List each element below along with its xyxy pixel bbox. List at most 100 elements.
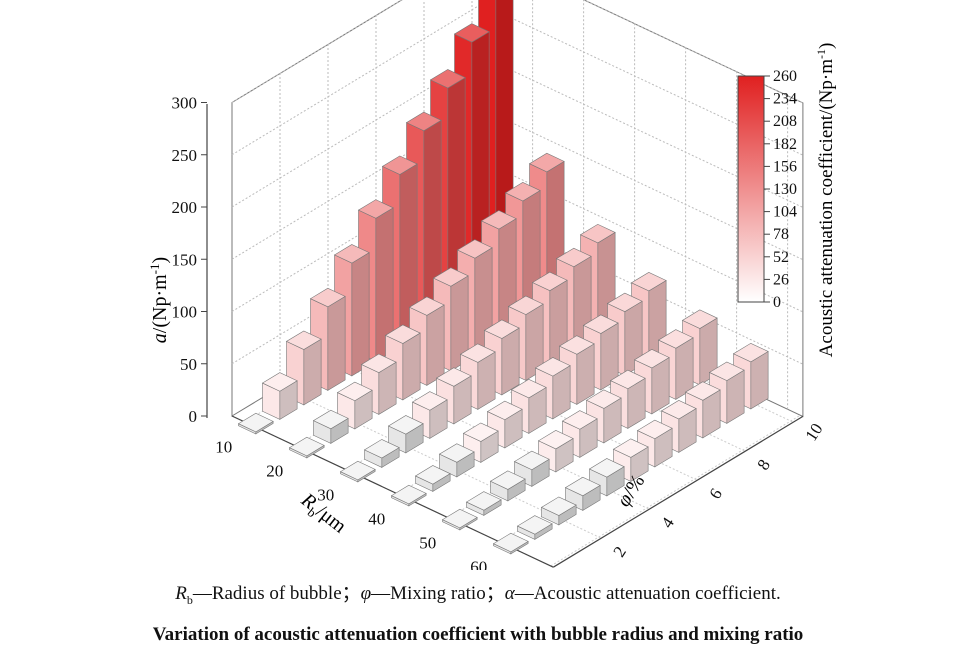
bar-3-1 <box>414 465 451 492</box>
z-axis-label: a/(Np·m-1) <box>147 257 171 343</box>
bar-face-top <box>585 389 622 409</box>
x-tick-label: 30 <box>317 485 334 504</box>
bar-face-top <box>441 508 478 529</box>
bar-face-top <box>588 458 625 478</box>
z-tick-label: 100 <box>172 303 198 322</box>
bar-5-4 <box>588 458 625 497</box>
y-tick-label: 2 <box>609 543 630 560</box>
bar-0-1 <box>261 372 298 420</box>
x-tick-label: 40 <box>368 509 385 528</box>
z-tick-label: 200 <box>172 198 198 217</box>
bar-face-top <box>516 515 553 535</box>
bar-4-2 <box>489 470 526 502</box>
bar-face-top <box>285 330 322 350</box>
bar-1-3 <box>360 353 397 415</box>
colorbar-tick-label: 0 <box>773 294 781 311</box>
bar-face-top <box>390 484 427 505</box>
bar-face-top <box>609 369 646 390</box>
bar-4-1 <box>465 491 502 516</box>
z-tick-label: 300 <box>172 94 198 113</box>
bar-3-0 <box>390 484 427 507</box>
wall-gridline <box>231 3 804 156</box>
bar-face-top <box>312 409 349 430</box>
bar-face-top <box>405 111 442 132</box>
bar-face-top <box>381 155 418 175</box>
bar-face-top <box>684 381 721 401</box>
bar-face-top <box>387 415 424 435</box>
colorbar-tick-label: 156 <box>773 158 797 175</box>
wall-gridline <box>231 160 804 313</box>
x-tick-label: 20 <box>266 461 283 480</box>
colorbar-gradient <box>737 75 765 303</box>
bar-5-0 <box>492 532 529 555</box>
colorbar: 0 26 52 78 104 130 156 182 208 234 260 <box>737 68 797 311</box>
bar-face-top <box>660 400 697 420</box>
bar-face-top <box>336 381 373 402</box>
z-tick-label: 50 <box>180 355 197 374</box>
bar-face-top <box>531 271 568 292</box>
bar-face-right <box>303 338 322 406</box>
bar-face-top <box>612 438 649 458</box>
bar-5-3 <box>564 476 601 511</box>
bar-face-top <box>540 496 577 516</box>
y-axis-line <box>552 415 804 568</box>
wall-gridline <box>231 55 804 208</box>
bar-face-top <box>489 470 526 490</box>
colorbar-tick-label: 26 <box>773 271 789 288</box>
bar-face-top <box>579 223 616 244</box>
bar-face-top <box>339 460 376 481</box>
bar-face-top <box>411 391 448 411</box>
bar-face-top <box>507 295 544 315</box>
y-tick-label: 4 <box>657 513 678 531</box>
bar-face-top <box>309 287 346 308</box>
bar-face-right <box>327 295 346 391</box>
bar-face-top <box>462 422 499 442</box>
bar-face-top <box>459 343 496 363</box>
bar-face-top <box>333 244 370 264</box>
bar-face-top <box>561 410 598 430</box>
bar-face-top <box>483 319 520 339</box>
wall-gridline <box>231 107 804 261</box>
x-tick-label: 10 <box>215 437 232 456</box>
y-tick-label: 10 <box>801 420 826 445</box>
bar-face-top <box>504 182 541 202</box>
bar-face-top <box>636 419 673 440</box>
bar-3-2 <box>438 443 475 478</box>
z-tick-label: 250 <box>172 146 198 165</box>
bar-face-top <box>528 152 565 173</box>
x-tick-label: 60 <box>470 557 487 570</box>
colorbar-tick-label: 130 <box>773 181 797 198</box>
bar-face-top <box>261 372 298 392</box>
bar-face-top <box>288 436 325 457</box>
floor-gridline <box>550 414 801 567</box>
bar3d-chart: 0 50 100 150 200 250 300 10 20 30 40 50 60 0 2 4 6 8 10 a/… <box>147 0 837 570</box>
bar-face-top <box>657 329 694 349</box>
y-tick-label: 6 <box>705 485 726 502</box>
bar-face-top <box>429 69 466 89</box>
bar-0-0 <box>237 412 274 435</box>
bar-face-top <box>534 357 571 377</box>
bar-5-2 <box>540 496 577 526</box>
bar-0-2 <box>285 330 322 406</box>
bar-face-top <box>363 439 400 459</box>
colorbar-tick-label: 208 <box>773 113 797 130</box>
colorbar-tick-label: 52 <box>773 249 789 266</box>
bar-face-top <box>510 378 547 399</box>
bar-face-right <box>351 252 370 377</box>
colorbar-tick-label: 104 <box>773 204 797 221</box>
bar-face-top <box>480 210 517 230</box>
bar-2-1 <box>363 439 400 468</box>
bar-face-top <box>438 443 475 463</box>
bar-face-right <box>426 304 445 386</box>
bar-face-top <box>630 271 667 292</box>
colorbar-tick-label: 78 <box>773 226 789 243</box>
bar-group <box>237 0 769 555</box>
bar-face-top <box>513 450 550 471</box>
bar-face-top <box>633 349 670 369</box>
bar-face-top <box>408 296 445 316</box>
z-tick-label: 150 <box>172 250 198 269</box>
bar-face-top <box>432 267 469 287</box>
colorbar-tick-label: 182 <box>773 136 797 153</box>
y-tick-label: 8 <box>753 456 774 473</box>
bar-face-top <box>582 314 619 334</box>
